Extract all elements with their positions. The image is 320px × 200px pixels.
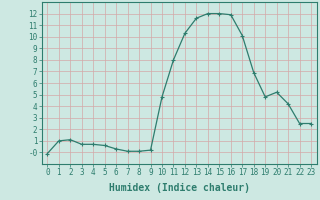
X-axis label: Humidex (Indice chaleur): Humidex (Indice chaleur) (109, 183, 250, 193)
